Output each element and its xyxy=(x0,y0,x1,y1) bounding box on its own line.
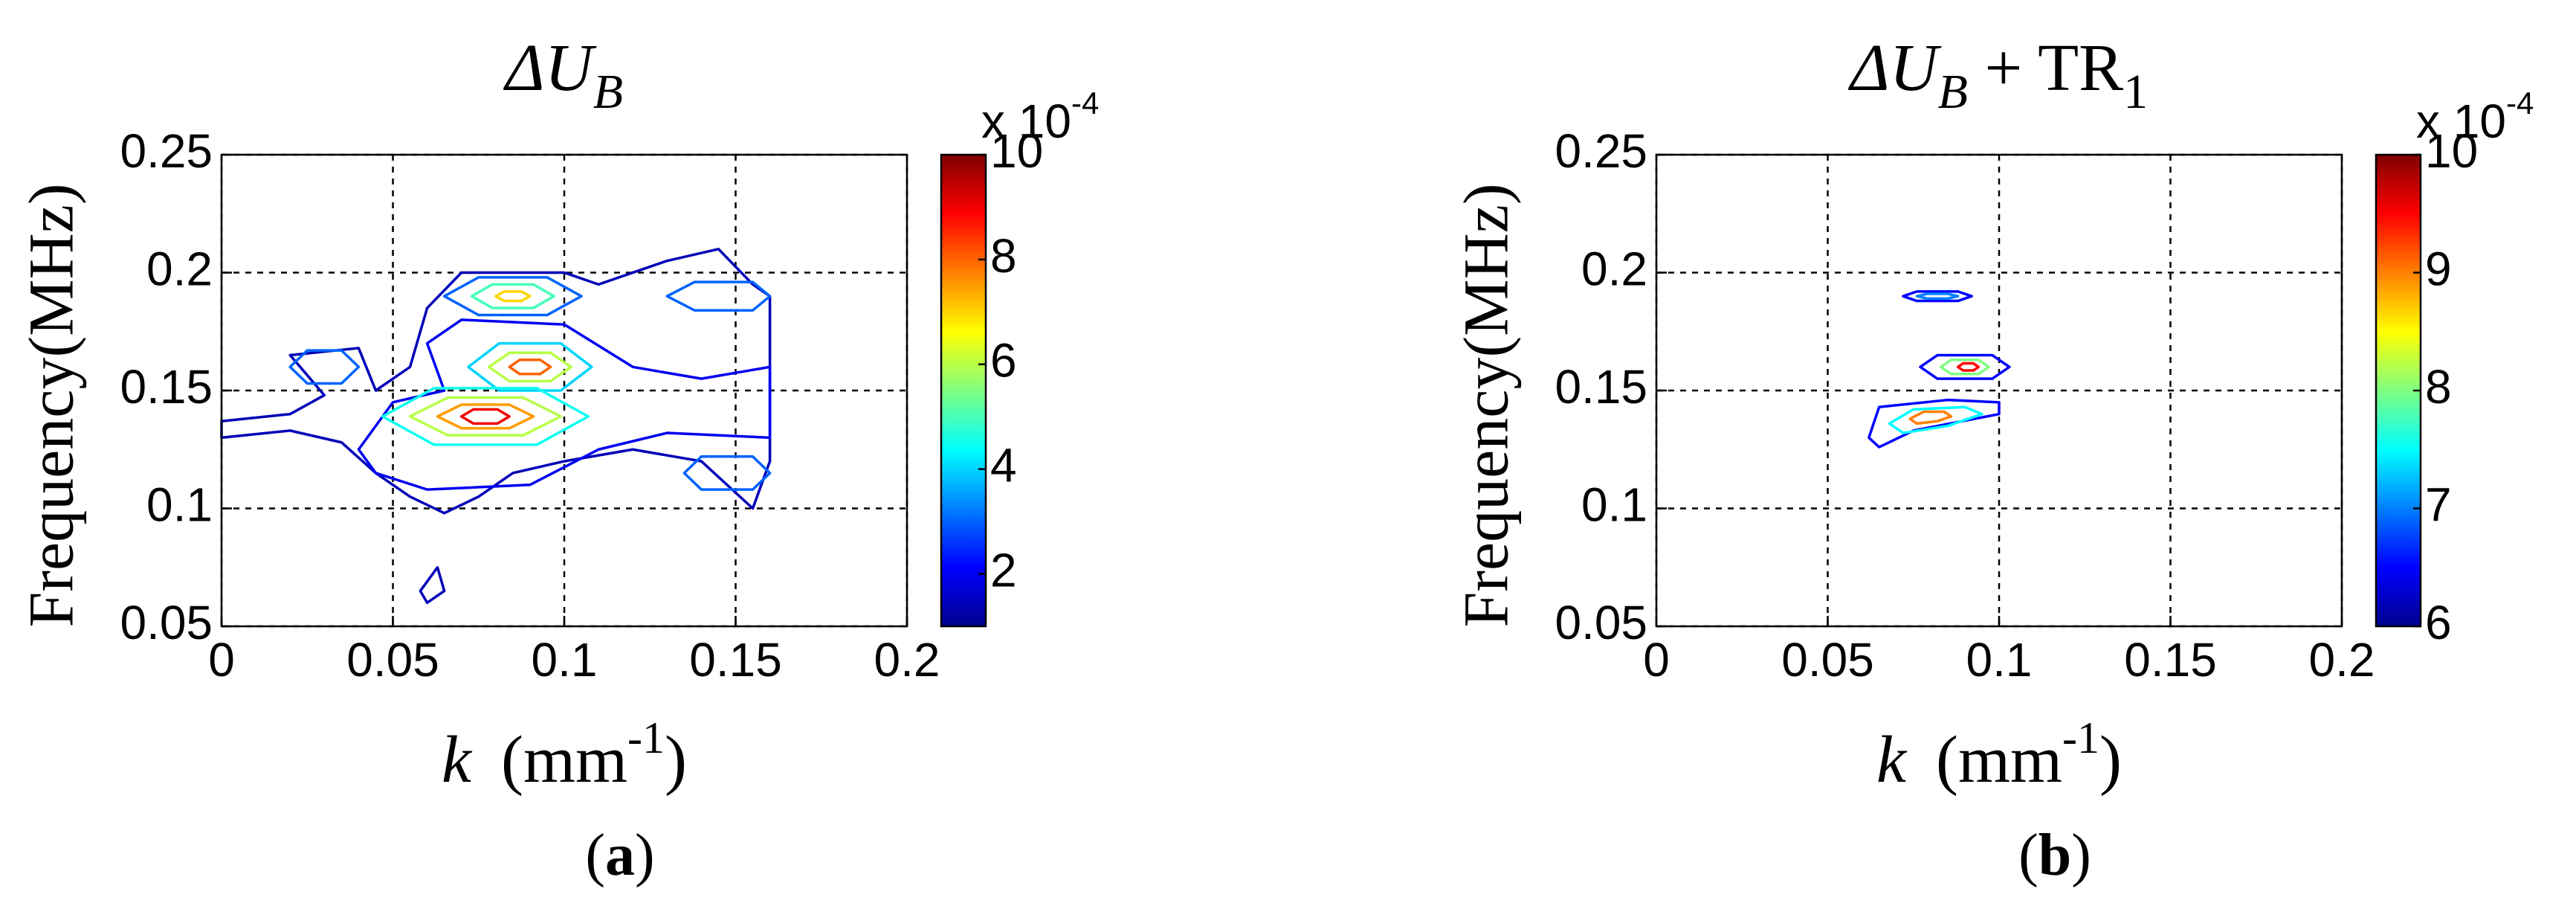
x-tick-label: 0.2 xyxy=(874,633,940,687)
title-main: ΔU xyxy=(1848,31,1942,105)
colorbar-tick-label: 10 xyxy=(990,124,1043,178)
title-main: ΔU xyxy=(503,31,597,105)
title-suffix-sub: 1 xyxy=(2123,65,2148,119)
contour-line xyxy=(508,359,552,376)
x-label-unit: (mm xyxy=(501,723,627,797)
x-tick-label: 0.1 xyxy=(532,633,598,687)
panel: 0 0.05 0.1 0.15 0.20.050.10.150.20.25246810x… xyxy=(16,31,1100,889)
y-axis-label: Frequency(MHz) xyxy=(16,183,87,627)
y-tick-label: 0.2 xyxy=(1581,242,1647,295)
colorbar xyxy=(940,153,987,628)
x-tick-label: 0 xyxy=(208,633,235,687)
contour-line xyxy=(1902,290,1973,303)
panel-letter: a xyxy=(605,823,635,888)
contour-line xyxy=(487,351,572,383)
contour-line xyxy=(381,387,590,446)
colorbar-multiplier: x 10-4 xyxy=(981,86,1099,148)
contour-line xyxy=(1939,359,1990,376)
contour-line xyxy=(1919,353,2011,380)
contour-line xyxy=(1915,292,1960,301)
x-tick-label: 0.15 xyxy=(2124,633,2217,687)
chart-title: ΔUB + TR1 xyxy=(1848,31,2148,119)
x-label-var: k xyxy=(1876,723,1908,797)
x-tick-label: 0.2 xyxy=(2309,633,2375,687)
chart-title: ΔUB xyxy=(503,31,623,119)
x-label-unit: (mm xyxy=(1936,723,2062,797)
contour-line xyxy=(436,403,535,430)
x-tick-label: 0.05 xyxy=(1781,633,1874,687)
colorbar-tick-label: 10 xyxy=(2425,124,2478,178)
multiplier-exp: -4 xyxy=(2506,86,2534,121)
title-sub: B xyxy=(593,65,623,119)
x-label-close: ) xyxy=(665,723,687,797)
contour-line xyxy=(467,341,593,392)
multiplier-base: x 10 xyxy=(2416,94,2506,148)
panel-close: ) xyxy=(2071,823,2091,888)
axes-frame xyxy=(1655,153,2343,628)
colorbar-tick-label: 7 xyxy=(2425,478,2452,531)
title-suffix: + TR xyxy=(1968,31,2123,105)
x-tick-label: 0.1 xyxy=(1966,633,2033,687)
contour-line xyxy=(1888,405,1983,434)
panel-label: (b) xyxy=(2018,823,2091,888)
contour-line xyxy=(357,318,772,491)
y-tick-label: 0.25 xyxy=(1555,124,1647,178)
panel-open: ( xyxy=(585,823,605,888)
contour-line xyxy=(1908,410,1953,425)
title-sub: B xyxy=(1938,65,1968,119)
panel-close: ) xyxy=(635,823,655,888)
multiplier-base: x 10 xyxy=(981,94,1071,148)
x-tick-label: 0 xyxy=(1643,633,1670,687)
colorbar-tick-label: 6 xyxy=(2425,596,2452,649)
contour-line xyxy=(442,276,583,317)
plot-area xyxy=(222,155,907,626)
y-tick-label: 0.15 xyxy=(1555,360,1647,414)
y-tick-label: 0.1 xyxy=(146,478,213,531)
contour-line xyxy=(470,283,555,309)
contour-line xyxy=(288,349,361,385)
x-label-close: ) xyxy=(2099,723,2122,797)
contour-line xyxy=(459,408,511,425)
contour-line xyxy=(408,396,563,437)
x-tick-label: 0.15 xyxy=(689,633,782,687)
colorbar-tick-label: 2 xyxy=(990,543,1017,597)
colorbar-tick-label: 8 xyxy=(990,229,1017,283)
contour-line xyxy=(494,290,532,303)
x-tick-label: 0.05 xyxy=(346,633,439,687)
contour-line xyxy=(665,280,772,312)
y-tick-label: 0.15 xyxy=(120,360,213,414)
axes-frame xyxy=(220,153,908,628)
x-label-var: k xyxy=(442,723,473,797)
colorbar-tick-label: 9 xyxy=(2425,242,2452,295)
contour-line xyxy=(419,566,446,605)
panel-open: ( xyxy=(2018,823,2038,888)
panel-label: (a) xyxy=(585,823,654,888)
y-tick-label: 0.2 xyxy=(146,242,213,295)
x-axis-label: k (mm-1) xyxy=(1876,713,2122,797)
y-tick-label: 0.05 xyxy=(1555,596,1647,649)
contour-line xyxy=(1868,398,2001,449)
plot-area xyxy=(1656,155,2342,626)
y-tick-label: 0.1 xyxy=(1581,478,1647,531)
panel-letter: b xyxy=(2038,823,2072,888)
colorbar-tick-label: 8 xyxy=(2425,360,2452,414)
x-label-exp: -1 xyxy=(627,713,665,762)
contour-line xyxy=(1956,362,1981,372)
multiplier-exp: -4 xyxy=(1071,86,1099,121)
y-axis-label: Frequency(MHz) xyxy=(1450,183,1522,627)
colorbar-multiplier: x 10-4 xyxy=(2416,86,2534,148)
contour-line xyxy=(682,455,772,491)
colorbar-tick-label: 4 xyxy=(990,439,1017,492)
y-tick-label: 0.05 xyxy=(120,596,213,649)
x-label-exp: -1 xyxy=(2062,713,2099,762)
panel: 0 0.05 0.1 0.15 0.20.050.10.150.20.25678910x… xyxy=(1450,31,2534,889)
colorbar-tick-label: 6 xyxy=(990,334,1017,388)
x-axis-label: k (mm-1) xyxy=(442,713,687,797)
y-tick-label: 0.25 xyxy=(120,124,213,178)
